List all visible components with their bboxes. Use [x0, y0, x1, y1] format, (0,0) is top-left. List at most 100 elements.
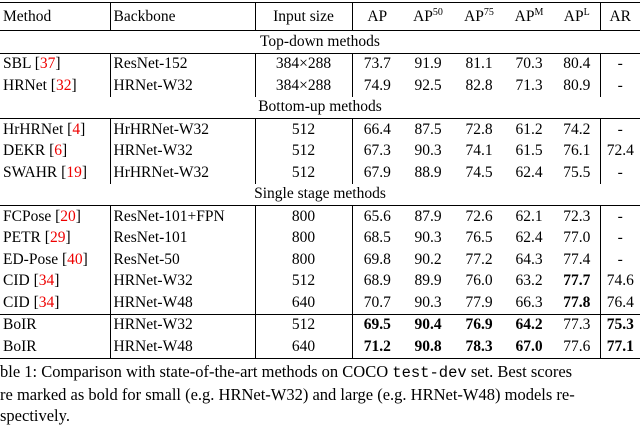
- caption-line: spectively.: [0, 406, 70, 425]
- method-name: BoIR: [3, 316, 37, 334]
- section-title: Single stage methods: [0, 183, 640, 206]
- citation-number: 34: [38, 272, 55, 290]
- citation-number: 20: [60, 207, 76, 225]
- citation-number: 40: [67, 250, 83, 268]
- value-cell: 62.4: [515, 229, 543, 247]
- value-cell: 61.5: [515, 142, 543, 160]
- value-cell: 90.3: [414, 229, 442, 247]
- backbone-cell: HRNet-W32: [110, 313, 256, 336]
- method-name: BoIR: [3, 337, 37, 355]
- value-cell: 80.4: [554, 53, 601, 75]
- header-sup: M: [534, 6, 544, 18]
- method-name: SWAHR: [3, 163, 58, 181]
- method-cell: HRNet [32]: [0, 75, 111, 97]
- method-cell: FCPose [20]: [0, 205, 111, 228]
- value-cell: 87.5: [414, 120, 442, 138]
- value-cell: 76.1: [554, 140, 601, 162]
- value-cell: 66.3: [515, 293, 543, 311]
- header-label: AP: [367, 7, 388, 25]
- method-name: HrHRNet: [3, 120, 64, 138]
- method-cell: HrHRNet [4]: [0, 118, 111, 141]
- citation-number: 34: [38, 293, 55, 311]
- input-size-cell: 800: [255, 227, 353, 249]
- value-cell: 91.9: [414, 55, 442, 73]
- value-cell: 68.9: [363, 272, 391, 290]
- section-row: Bottom-up methods: [0, 96, 640, 119]
- header-sup: 50: [432, 6, 443, 18]
- backbone-cell: HrHRNet-W32: [110, 118, 256, 141]
- header-cell: AP: [352, 2, 402, 31]
- caption-code: test-dev: [392, 364, 467, 382]
- value-cell: -: [617, 250, 623, 268]
- data-row: CID [34] HRNet-W32 512 68.9 89.9 76.0 63.2 77.7…: [0, 270, 640, 292]
- value-cell: 74.2: [554, 118, 601, 141]
- value-cell: 74.1: [465, 142, 493, 160]
- header-sup: 75: [483, 6, 494, 18]
- data-row: ED-Pose [40] ResNet-50 800 69.8 90.2 77.2 64.3…: [0, 249, 640, 271]
- input-size-cell: 800: [255, 249, 353, 271]
- value-cell: 80.9: [554, 75, 601, 97]
- method-name: CID: [3, 293, 30, 311]
- data-row: PETR [29] ResNet-101 800 68.5 90.3 76.5 62.4 77…: [0, 227, 640, 249]
- method-name: SBL: [3, 55, 31, 73]
- caption-line: ble 1: Comparison with state-of-the-art …: [0, 362, 572, 382]
- header-cell: AR: [600, 2, 640, 31]
- value-cell: -: [617, 229, 623, 247]
- value-cell: 71.3: [515, 76, 543, 94]
- caption-text: ble 1: Comparison with state-of-the-art …: [0, 362, 393, 381]
- data-row: SBL [37] ResNet-152 384×288 73.7 91.9 81.1 70.…: [0, 53, 640, 75]
- value-cell: -: [617, 120, 623, 138]
- method-cell: CID [34]: [0, 292, 111, 314]
- value-cell: -: [617, 207, 623, 225]
- header-cell: AP50: [402, 2, 454, 31]
- citation-number: 6: [54, 142, 62, 160]
- citation: [6]: [49, 142, 68, 160]
- citation: [29]: [44, 229, 71, 247]
- value-cell: -: [617, 55, 623, 73]
- value-cell: 62.1: [515, 207, 543, 225]
- value-cell: 77.1: [600, 336, 640, 359]
- value-cell: 77.9: [465, 293, 493, 311]
- citation: [32]: [50, 76, 77, 94]
- value-cell: 71.2: [352, 336, 402, 359]
- method-cell: PETR [29]: [0, 227, 111, 249]
- value-cell: 69.8: [363, 250, 391, 268]
- header-label: Backbone: [113, 7, 176, 25]
- value-cell: 77.0: [554, 227, 601, 249]
- method-name: CID: [3, 272, 30, 290]
- value-cell: 66.4: [363, 120, 391, 138]
- value-cell: 72.6: [465, 207, 493, 225]
- citation: [20]: [55, 207, 81, 225]
- input-size-cell: 512: [255, 162, 353, 184]
- backbone-cell: HRNet-W48: [110, 336, 256, 359]
- header-label: Input size: [273, 7, 334, 25]
- value-cell: 90.8: [402, 336, 454, 359]
- value-cell: 62.4: [515, 163, 543, 181]
- data-row: SWAHR [19] HrHRNet-W32 512 67.9 88.9 74.5 62.4…: [0, 162, 640, 184]
- input-size-cell: 512: [255, 270, 353, 292]
- header-cell: Input size: [255, 2, 353, 31]
- citation: [34]: [33, 272, 60, 290]
- method-cell: SBL [37]: [0, 53, 111, 75]
- method-cell: ED-Pose [40]: [0, 249, 111, 271]
- header-cell: APM: [504, 2, 554, 31]
- value-cell: 90.4: [402, 313, 454, 336]
- backbone-cell: HRNet-W32: [110, 270, 256, 292]
- data-row: HrHRNet [4] HrHRNet-W32 512 66.4 87.5 72.8 61.…: [0, 118, 640, 141]
- input-size-cell: 512: [255, 118, 353, 141]
- value-cell: 72.3: [554, 205, 601, 228]
- value-cell: 67.0: [504, 336, 554, 359]
- citation: [34]: [33, 293, 60, 311]
- section-title: Bottom-up methods: [0, 96, 640, 119]
- method-name: ED-Pose: [3, 250, 59, 268]
- value-cell: 77.7: [554, 270, 601, 292]
- input-size-cell: 512: [255, 140, 353, 162]
- header-label: AR: [609, 7, 632, 25]
- citation-number: 32: [55, 76, 72, 94]
- header-cell: Backbone: [110, 2, 256, 31]
- value-cell: 75.3: [600, 313, 640, 336]
- value-cell: 77.3: [554, 313, 601, 336]
- value-cell: 76.0: [465, 272, 493, 290]
- method-cell: BoIR: [0, 313, 111, 336]
